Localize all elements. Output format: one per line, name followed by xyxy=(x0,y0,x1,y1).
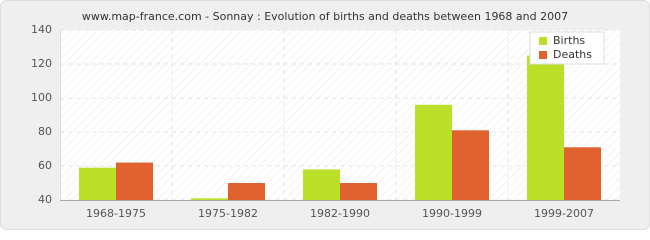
legend-label: Deaths xyxy=(553,48,592,61)
bar xyxy=(191,198,228,200)
y-tick-label: 60 xyxy=(38,159,52,172)
bar xyxy=(303,169,340,200)
bar xyxy=(452,130,489,200)
chart: www.map-france.com - Sonnay : Evolution … xyxy=(0,0,650,230)
bar xyxy=(564,147,601,200)
y-tick-label: 80 xyxy=(38,125,52,138)
bar xyxy=(415,104,452,200)
y-tick-label: 140 xyxy=(31,23,52,36)
bar xyxy=(228,183,265,200)
y-tick-label: 120 xyxy=(31,57,52,70)
legend-label: Births xyxy=(553,34,585,47)
bar xyxy=(340,183,377,200)
x-tick-label: 1968-1975 xyxy=(86,207,146,220)
legend-swatch xyxy=(539,51,547,59)
bar xyxy=(116,162,153,200)
chart-title: www.map-france.com - Sonnay : Evolution … xyxy=(82,10,568,23)
y-tick-label: 40 xyxy=(38,193,52,206)
x-tick-label: 1990-1999 xyxy=(422,207,482,220)
x-tick-label: 1999-2007 xyxy=(534,207,594,220)
bar xyxy=(79,167,116,200)
x-tick-label: 1975-1982 xyxy=(198,207,258,220)
bar xyxy=(527,55,564,200)
legend-swatch xyxy=(539,37,547,45)
y-tick-label: 100 xyxy=(31,91,52,104)
x-tick-label: 1982-1990 xyxy=(310,207,370,220)
